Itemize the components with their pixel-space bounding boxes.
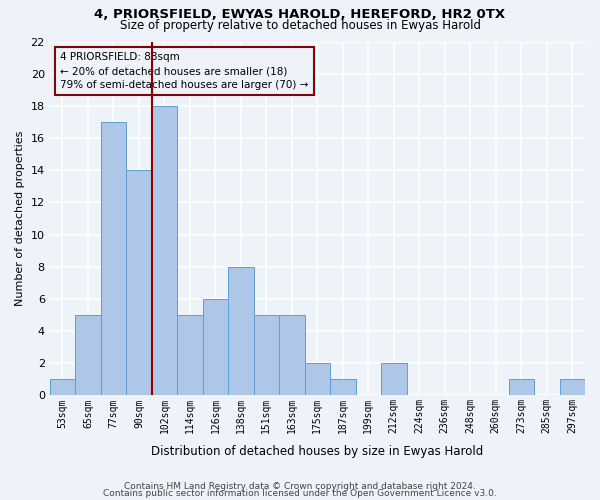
Bar [560,380,585,396]
Text: 4, PRIORSFIELD, EWYAS HAROLD, HEREFORD, HR2 0TX: 4, PRIORSFIELD, EWYAS HAROLD, HEREFORD, … [94,8,506,20]
Bar [254,315,279,396]
Bar [305,363,330,396]
Bar [509,380,534,396]
Bar [279,315,305,396]
Text: Contains public sector information licensed under the Open Government Licence v3: Contains public sector information licen… [103,489,497,498]
Bar [177,315,203,396]
Y-axis label: Number of detached properties: Number of detached properties [15,130,25,306]
Bar [228,266,254,396]
Bar [75,315,101,396]
Bar [50,380,75,396]
X-axis label: Distribution of detached houses by size in Ewyas Harold: Distribution of detached houses by size … [151,444,484,458]
Bar [101,122,126,396]
Bar [152,106,177,396]
Bar [381,363,407,396]
Text: Size of property relative to detached houses in Ewyas Harold: Size of property relative to detached ho… [119,18,481,32]
Bar [203,299,228,396]
Bar [330,380,356,396]
Text: 4 PRIORSFIELD: 88sqm
← 20% of detached houses are smaller (18)
79% of semi-detac: 4 PRIORSFIELD: 88sqm ← 20% of detached h… [61,52,309,90]
Text: Contains HM Land Registry data © Crown copyright and database right 2024.: Contains HM Land Registry data © Crown c… [124,482,476,491]
Bar [126,170,152,396]
